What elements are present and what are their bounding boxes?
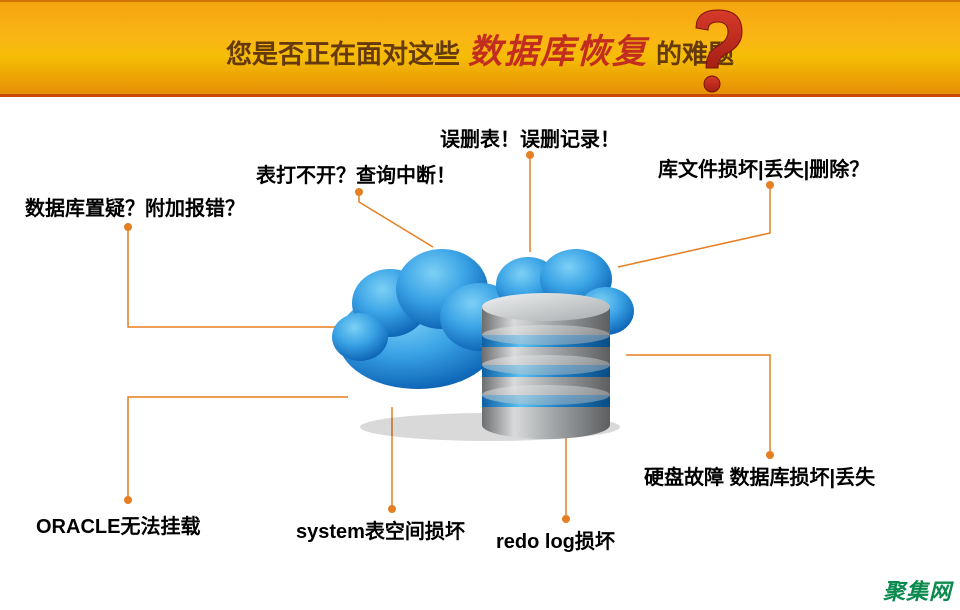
header-text: 您是否正在面对这些 数据库恢复 的难题 [226,24,734,73]
connector-l8 [128,397,348,500]
connector-dot-l5 [766,451,774,459]
connector-dot-l4 [766,181,774,189]
diagram-area: 数据库置疑？附加报错？ 表打不开？查询中断！ 误删表！误删记录！ 库文件损坏|丢失|删… [0,97,960,610]
label-l2: 表打不开？查询中断！ [256,159,456,188]
label-l4: 库文件损坏|丢失|删除？ [658,153,869,182]
label-l3: 误删表！误删记录！ [440,123,620,152]
label-l6: redo log损坏 [496,525,615,554]
header-emphasis: 数据库恢复 [468,24,648,73]
label-l7: system表空间损坏 [296,515,465,544]
connector-dot-l3 [526,151,534,159]
connector-dot-l7 [388,505,396,513]
header-pre-text: 您是否正在面对这些 [226,34,460,71]
question-mark-icon [674,6,760,101]
connector-dot-l2 [355,188,363,196]
connector-dot-l6 [562,515,570,523]
connector-l1 [128,227,363,327]
label-l5: 硬盘故障 数据库损坏|丢失 [644,461,875,490]
label-l8: ORACLE无法挂载 [36,510,200,539]
connector-dot-l1 [124,223,132,231]
header-banner: 您是否正在面对这些 数据库恢复 的难题 [0,0,960,97]
center-graphic [330,227,650,447]
label-l1: 数据库置疑？附加报错？ [25,192,245,221]
connector-dot-l8 [124,496,132,504]
watermark: 聚集网 [883,574,952,606]
